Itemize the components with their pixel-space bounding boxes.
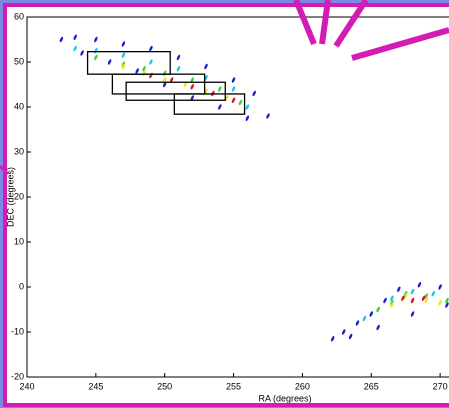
point <box>231 97 236 104</box>
point <box>424 297 429 304</box>
point <box>421 295 426 302</box>
point <box>190 95 194 101</box>
y-tick-label: 50 <box>14 56 24 66</box>
field-box <box>111 73 206 95</box>
point <box>410 288 415 295</box>
y-axis-label: DEC (degrees) <box>5 167 15 227</box>
point <box>218 86 222 92</box>
point <box>73 45 77 52</box>
point <box>417 281 422 288</box>
point <box>424 293 429 299</box>
point <box>149 59 153 65</box>
point <box>369 311 373 317</box>
point <box>176 54 181 61</box>
point <box>376 306 380 313</box>
point <box>362 315 367 322</box>
point <box>80 50 84 56</box>
y-tick-label: 60 <box>14 11 24 21</box>
point <box>135 68 139 74</box>
point <box>238 99 243 106</box>
y-tick-label: 20 <box>14 191 24 201</box>
point <box>266 113 270 119</box>
x-tick-label: 250 <box>157 381 172 391</box>
x-tick-label: 255 <box>226 381 241 391</box>
point <box>410 297 415 304</box>
ray <box>351 27 449 61</box>
point <box>438 299 442 306</box>
point <box>162 81 167 88</box>
point <box>348 333 353 340</box>
point <box>107 59 112 65</box>
plot-panel <box>6 6 449 406</box>
point <box>445 297 449 304</box>
point <box>401 295 405 302</box>
point <box>390 295 394 302</box>
point <box>142 65 146 72</box>
ray <box>319 0 331 45</box>
point <box>190 77 194 83</box>
point <box>330 335 335 342</box>
point <box>438 284 442 290</box>
point <box>183 81 188 88</box>
point <box>445 302 449 308</box>
plot-layer: -20 -10 0 10 20 30 40 50 60 240 245 250 255 260 265 270 <box>11 11 449 391</box>
x-axis-label: RA (degrees) <box>258 393 311 403</box>
point <box>355 320 360 326</box>
ray <box>293 0 317 46</box>
y-tick-label: -10 <box>11 326 24 336</box>
point <box>231 86 236 92</box>
point <box>403 293 408 299</box>
decoration <box>0 0 449 176</box>
point <box>162 77 167 83</box>
x-tick-label: 270 <box>433 381 448 391</box>
x-tick-label: 240 <box>19 381 34 391</box>
x-tick-label: 260 <box>295 381 310 391</box>
y-tick-label: 0 <box>19 281 24 291</box>
point <box>410 311 415 317</box>
point <box>121 41 126 47</box>
point <box>252 90 256 97</box>
x-tick-label: 265 <box>364 381 379 391</box>
y-tick-label: 40 <box>14 101 24 111</box>
point <box>245 104 250 110</box>
highlight-frame <box>3 3 449 407</box>
point <box>121 63 126 70</box>
point <box>121 52 126 59</box>
point <box>176 65 181 72</box>
point <box>59 36 64 43</box>
point <box>73 34 77 41</box>
y-tick-label: 30 <box>14 146 24 156</box>
field-box <box>125 81 226 101</box>
arrow-tip <box>0 164 10 176</box>
point <box>341 329 346 335</box>
y-tick-label: 10 <box>14 236 24 246</box>
point <box>397 286 401 293</box>
point <box>94 54 98 61</box>
point <box>204 63 208 70</box>
point <box>245 115 250 122</box>
x-tick-label: 245 <box>88 381 103 391</box>
point <box>376 324 380 331</box>
point <box>431 290 435 297</box>
point <box>383 297 387 304</box>
point <box>231 77 236 83</box>
point <box>218 104 222 110</box>
point <box>149 45 153 52</box>
point <box>190 83 194 90</box>
ray <box>333 0 369 48</box>
point <box>94 36 98 43</box>
field-box <box>173 93 246 115</box>
point <box>390 302 394 308</box>
point <box>169 77 174 83</box>
y-tick-label: -20 <box>11 371 24 381</box>
